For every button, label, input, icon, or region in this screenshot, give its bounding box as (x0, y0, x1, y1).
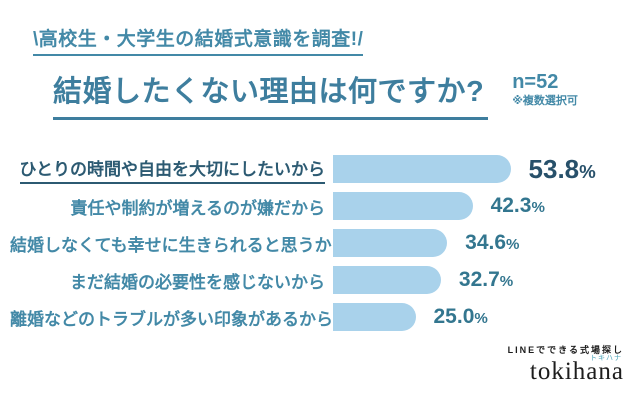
bar-label-text: まだ結婚の必要性を感じないから (70, 272, 325, 292)
bar-track (333, 303, 416, 331)
bar-value-number: 32.7 (458, 268, 500, 291)
bar-row: 離婚などのトラブルが多い印象があるから 25.0% (10, 303, 630, 331)
bar-label: 離婚などのトラブルが多い印象があるから (10, 305, 333, 330)
sample-size: n=52 (512, 71, 559, 93)
bar-value: 34.6% (465, 231, 519, 255)
bar-row: 責任や制約が増えるのが嫌だから 42.3% (10, 192, 630, 220)
brand-footer: LINEでできる式場探し トキハナ tokihana (508, 343, 624, 384)
bar-value-number: 53.8 (528, 153, 580, 184)
bar-row: 結婚しなくても幸せに生きられると思うから 34.6% (10, 229, 630, 257)
bar (333, 266, 441, 294)
percent-sign: % (474, 310, 488, 327)
percent-sign: % (531, 199, 545, 216)
bar-label-text: ひとりの時間や自由を大切にしたいから (19, 155, 325, 184)
bar-label: 結婚しなくても幸せに生きられると思うから (10, 231, 349, 256)
bar (333, 303, 416, 331)
bar-track (333, 229, 448, 257)
bar-value: 25.0% (434, 305, 488, 329)
bar-label: まだ結婚の必要性を感じないから (10, 268, 325, 293)
percent-sign: % (499, 273, 514, 290)
brand-ruby: トキハナ (590, 355, 622, 362)
brand-wordmark: tokihana (529, 358, 624, 385)
bar-row: まだ結婚の必要性を感じないから 32.7% (10, 266, 630, 294)
bar-label: 責任や制約が増えるのが嫌だから (10, 194, 326, 219)
page-title: 結婚したくない理由は何ですか? (53, 68, 489, 120)
brand-tagline: LINEでできる式場探し (507, 345, 624, 355)
bar-value-number: 25.0 (433, 305, 475, 328)
bar-label: ひとりの時間や自由を大切にしたいから (10, 155, 325, 184)
bar-value: 53.8% (529, 154, 596, 185)
bar-label-text: 離婚などのトラブルが多い印象があるから (10, 309, 333, 329)
sample-block: n=52 ※複数選択可 (512, 68, 578, 107)
brand-logo: トキハナ tokihana (529, 355, 624, 385)
bar-value-number: 42.3 (490, 194, 532, 217)
bar-label-text: 結婚しなくても幸せに生きられると思うから (10, 235, 349, 255)
bar (333, 192, 473, 220)
bar (333, 155, 511, 183)
bar-row: ひとりの時間や自由を大切にしたいから 53.8% (10, 154, 630, 185)
bar-label-text: 責任や制約が増えるのが嫌だから (70, 198, 326, 218)
multiple-choice-note: ※複数選択可 (512, 95, 578, 107)
percent-sign: % (506, 236, 520, 253)
bar-track (333, 155, 511, 183)
percent-sign: % (579, 160, 596, 182)
header-slogan: \高校生・大学生の結婚式意識を調査!/ (33, 24, 364, 56)
bar-chart: ひとりの時間や自由を大切にしたいから 53.8% 責任や制約が増えるのが嫌だから… (10, 154, 630, 331)
bar-track (333, 192, 473, 220)
bar-value: 32.7% (459, 268, 513, 292)
bar-value: 42.3% (491, 194, 545, 218)
bar-value-number: 34.6 (465, 231, 507, 254)
bar (333, 229, 448, 257)
bar-track (333, 266, 441, 294)
title-row: 結婚したくない理由は何ですか? n=52 ※複数選択可 (53, 68, 578, 120)
